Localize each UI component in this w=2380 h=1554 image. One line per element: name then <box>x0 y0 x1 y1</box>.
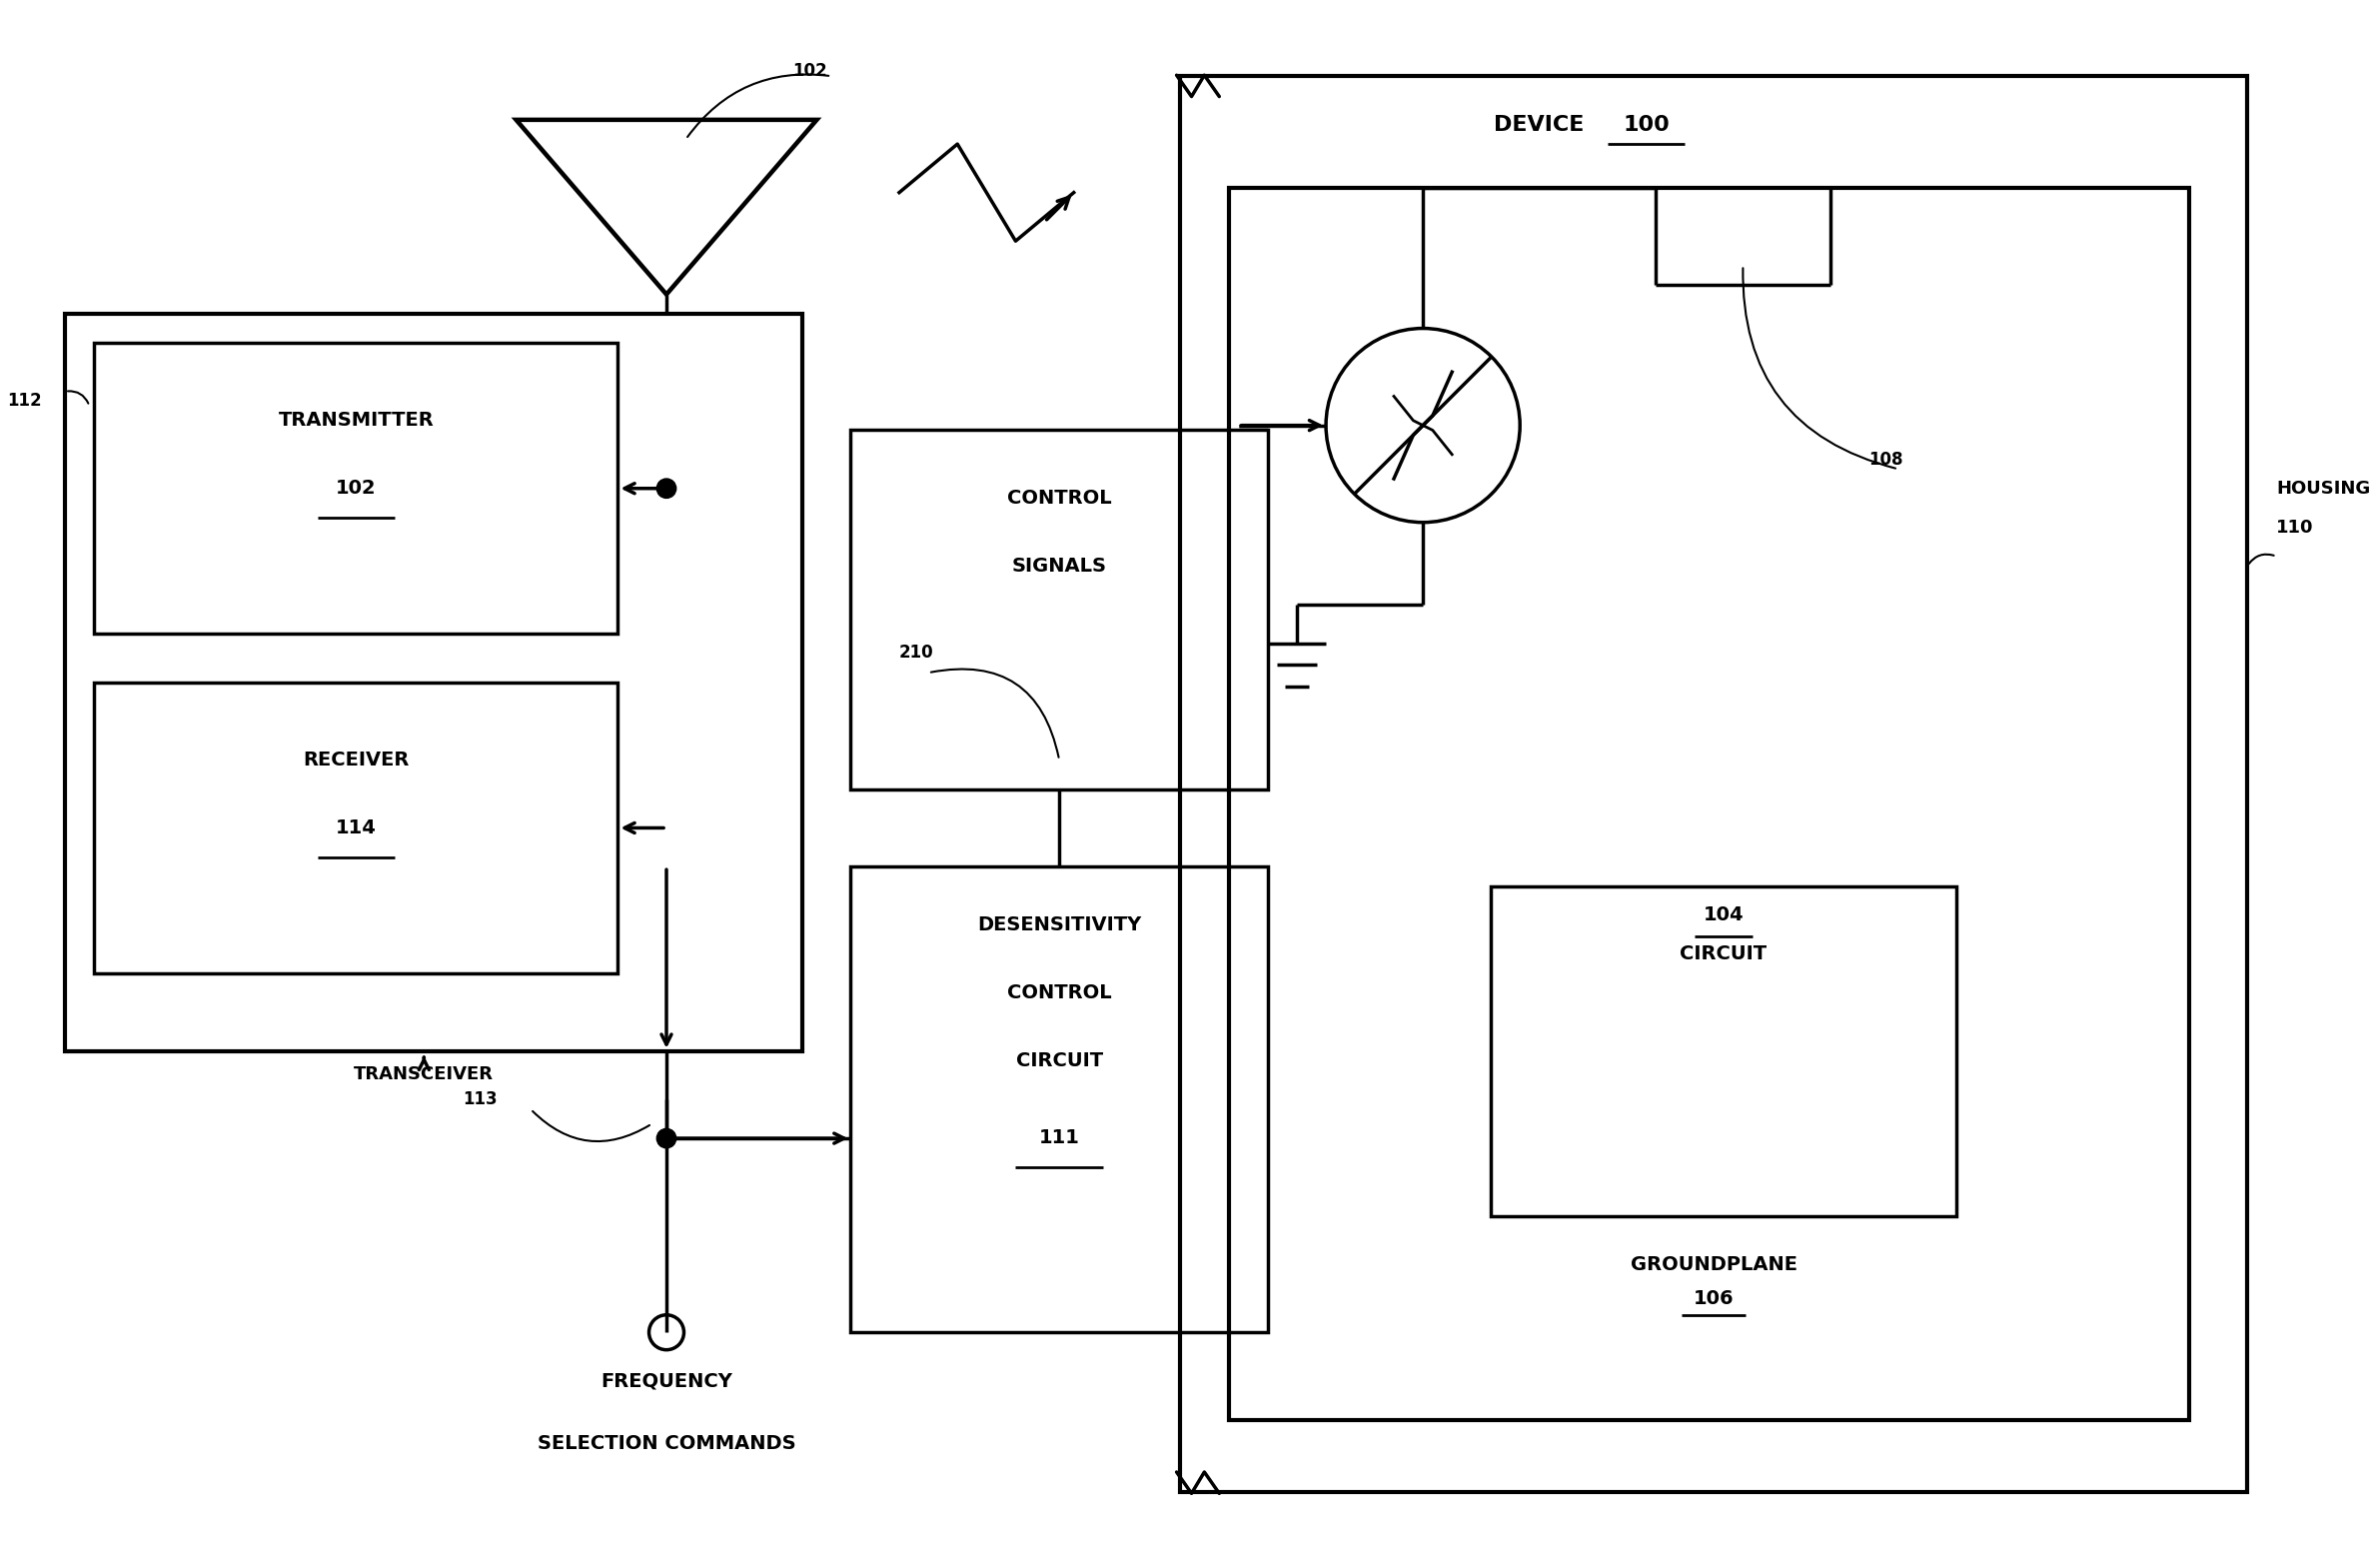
Bar <box>850 867 1269 1332</box>
Circle shape <box>657 479 676 499</box>
Text: 113: 113 <box>462 1089 497 1108</box>
Text: 100: 100 <box>1623 115 1668 135</box>
Bar <box>1180 76 2247 1492</box>
Text: GROUNDPLANE: GROUNDPLANE <box>1630 1254 1797 1274</box>
Bar <box>850 430 1269 789</box>
Text: CONTROL: CONTROL <box>1007 488 1111 508</box>
Text: 111: 111 <box>1038 1128 1081 1148</box>
Bar <box>64 314 802 1051</box>
Text: FREQUENCY: FREQUENCY <box>600 1371 733 1391</box>
Text: CIRCUIT: CIRCUIT <box>1680 945 1766 963</box>
Text: CONTROL: CONTROL <box>1007 984 1111 1002</box>
Bar <box>95 343 619 634</box>
Text: 110: 110 <box>2275 517 2313 536</box>
Circle shape <box>657 1128 676 1148</box>
Bar <box>1228 188 2190 1420</box>
Text: HOUSING: HOUSING <box>2275 480 2370 497</box>
Text: SIGNALS: SIGNALS <box>1012 556 1107 575</box>
Text: 106: 106 <box>1695 1288 1735 1308</box>
Text: TRANSCEIVER: TRANSCEIVER <box>355 1066 495 1083</box>
Text: 210: 210 <box>900 643 933 662</box>
Bar <box>1490 886 1956 1215</box>
Text: 108: 108 <box>1868 451 1904 468</box>
Text: RECEIVER: RECEIVER <box>302 751 409 769</box>
Text: 112: 112 <box>7 392 40 409</box>
Text: 104: 104 <box>1704 906 1745 925</box>
Bar <box>95 682 619 973</box>
Text: SELECTION COMMANDS: SELECTION COMMANDS <box>538 1434 795 1453</box>
Text: 102: 102 <box>336 479 376 497</box>
Text: CIRCUIT: CIRCUIT <box>1016 1051 1102 1071</box>
Text: TRANSMITTER: TRANSMITTER <box>278 410 433 430</box>
Text: 114: 114 <box>336 819 376 838</box>
Text: DESENSITIVITY: DESENSITIVITY <box>978 915 1142 934</box>
Text: DEVICE: DEVICE <box>1495 115 1585 135</box>
Text: 102: 102 <box>793 62 828 79</box>
